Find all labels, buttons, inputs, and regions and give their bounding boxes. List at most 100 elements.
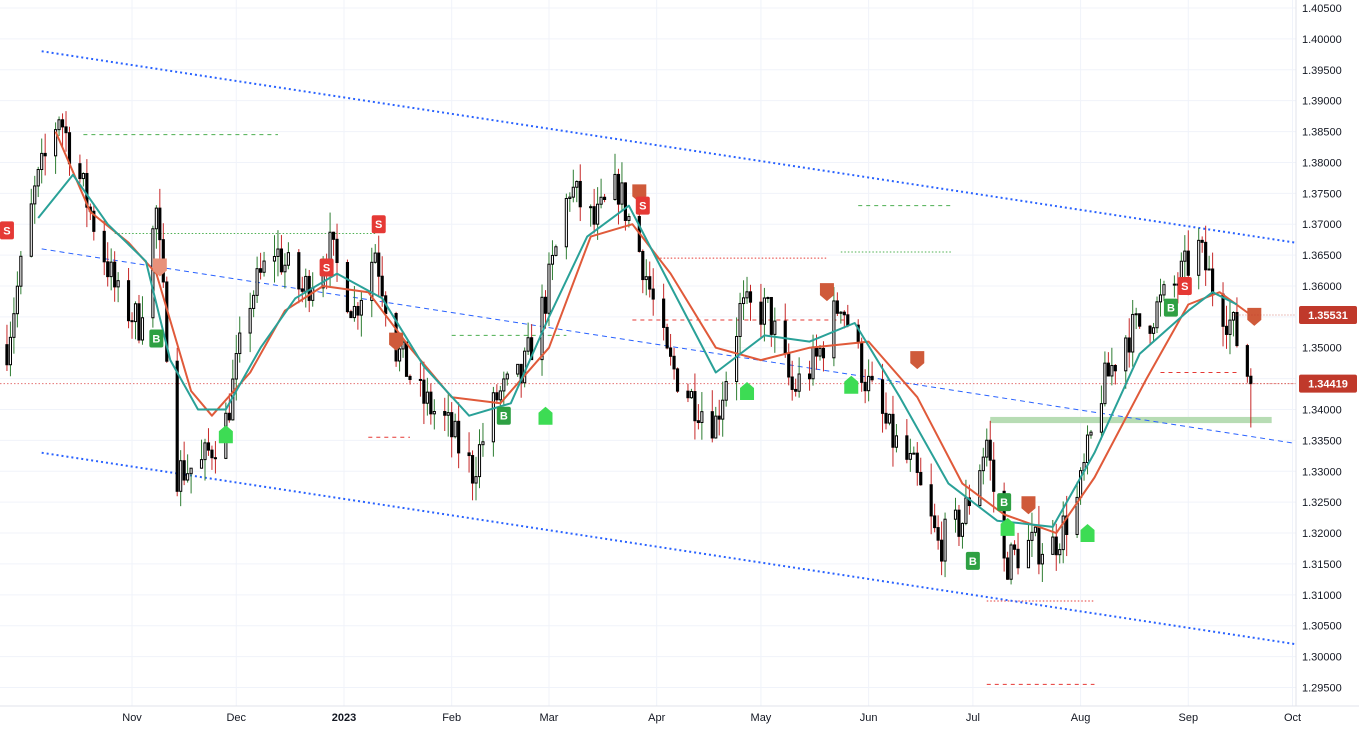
candle-body [693,391,697,422]
candle-body [724,381,728,401]
candle-body [234,353,238,380]
candle-body [596,203,600,225]
candle-body [547,263,551,314]
candle-body [651,288,655,300]
moving-average-line-2 [37,173,1238,528]
x-tick-label: Nov [122,712,142,724]
buy-arrow-marker [740,381,755,400]
candle-body [613,173,617,201]
price-axis: 1.29500 1.30000 1.30500 1.31000 1.31500 1.320… [1302,3,1342,694]
candle-body [1151,327,1156,334]
price-badge-label: 1.35531 [1308,310,1348,322]
signal-badge-label: S [639,201,646,213]
candle-body [665,326,669,349]
candle-body [248,307,252,334]
y-tick-label: 1.40500 [1302,3,1342,15]
candle-body [1065,515,1069,535]
candle-body [199,459,204,469]
candle-body [978,470,982,507]
candle-body [516,363,520,375]
candle-body [19,255,23,287]
signal-badge-label: S [1181,281,1188,293]
buy-signal-badge: B [1163,298,1178,317]
candle-body [92,210,96,232]
candle-body [186,473,190,481]
candle-body [175,360,179,492]
y-tick-label: 1.38000 [1302,157,1342,169]
moving-averages-layer [37,131,1252,535]
candle-body [912,452,916,455]
candle-body [60,119,65,128]
candle-body [686,390,690,399]
buy-arrow-marker [218,425,233,444]
candle-body [1006,557,1010,580]
x-tick-label: Feb [442,712,461,724]
candle-body [589,206,593,209]
y-tick-label: 1.37000 [1302,219,1342,231]
candle-body [64,126,68,134]
candle-body [1030,531,1034,541]
candle-body [345,262,350,313]
y-tick-label: 1.36500 [1302,250,1342,262]
candle-body [599,196,603,205]
candle-body [821,347,826,359]
candle-body [1249,375,1253,385]
candle-body [710,411,714,439]
candle-body [523,350,527,384]
candle-body [1085,434,1090,463]
candle-body [860,341,864,383]
signal-badge-label: B [1000,497,1008,509]
buy-arrow-marker [844,375,859,394]
signal-badge-box [319,258,334,277]
candle-body [238,332,242,355]
candle-body [304,275,308,292]
candle-body [359,299,363,316]
candle-body [1110,364,1114,377]
y-tick-label: 1.34000 [1302,405,1342,417]
candle-body [905,435,909,460]
candle-body [891,413,895,448]
candle-body [1200,239,1204,243]
candle-body [519,363,523,384]
candle-body [85,172,89,208]
sell-signal-badge: S [635,196,650,215]
candle-body [714,415,718,439]
candle-body [863,381,867,392]
candle-body [1103,362,1107,405]
candle-body [279,248,284,273]
candle-body [151,228,155,319]
candle-body [929,484,933,517]
candle-body [130,320,134,323]
x-tick-label: Jun [860,712,878,724]
candle-body [1158,294,1163,303]
time-axis[interactable]: Nov Dec 2023 Feb Mar Apr May Jun Jul Aug Sep Oct [122,712,1301,724]
y-tick-label: 1.33500 [1302,435,1342,447]
candle-body [1026,539,1031,569]
candle-body [543,296,548,314]
candle-body [1231,311,1236,321]
candle-body [1127,337,1131,353]
signal-badge-label: B [500,411,508,423]
candle-body [988,439,992,461]
candle-body [564,197,568,248]
signal-badge-box [1177,276,1192,295]
candle-body [189,467,193,475]
candle-body [1131,313,1135,353]
price-scale-background[interactable] [1296,0,1359,706]
candle-body [933,515,937,529]
candle-body [797,373,801,392]
candle-body [227,412,231,421]
candle-body [1075,496,1079,535]
x-tick-label: Aug [1071,712,1091,724]
candle-body [432,410,436,415]
candle-body [404,341,409,377]
y-tick-label: 1.36000 [1302,281,1342,293]
candle-body [502,378,506,392]
y-tick-label: 1.29500 [1302,682,1342,694]
candle-body [397,348,402,362]
signal-badge-label: S [323,262,330,274]
candle-body [109,261,113,278]
candle-body [700,411,704,424]
candle-body [213,457,217,460]
